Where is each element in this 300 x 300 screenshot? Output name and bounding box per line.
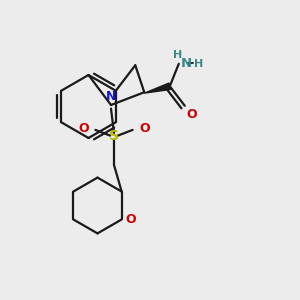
Text: H: H xyxy=(173,50,182,60)
Text: N: N xyxy=(181,57,192,70)
Polygon shape xyxy=(145,83,170,93)
Text: S: S xyxy=(109,130,119,143)
Text: H: H xyxy=(194,59,204,69)
Text: O: O xyxy=(126,213,136,226)
Text: N: N xyxy=(106,90,116,103)
Text: O: O xyxy=(79,122,89,136)
Text: O: O xyxy=(139,122,149,136)
Text: O: O xyxy=(186,108,197,121)
